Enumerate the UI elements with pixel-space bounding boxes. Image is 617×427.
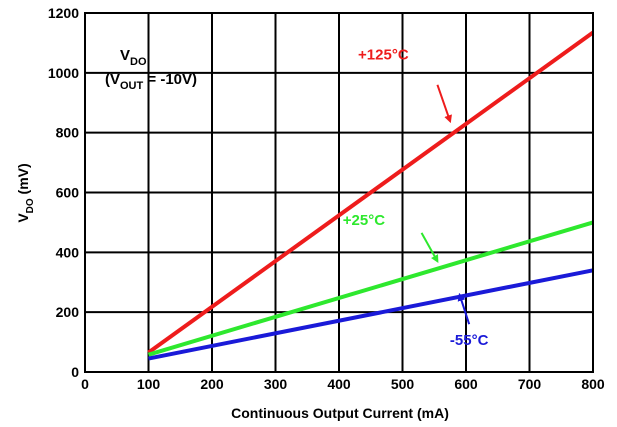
y-tick-label: 800 [56, 125, 80, 141]
x-tick-labels: 0 100 200 300 400 500 600 700 800 [81, 376, 605, 392]
x-tick-label: 600 [454, 376, 478, 392]
y-axis-title: VDO (mV) [15, 163, 36, 222]
y-tick-label: 400 [56, 244, 80, 260]
y-tick-label: 600 [56, 185, 80, 201]
annotation-line1: VDO [120, 47, 147, 68]
x-tick-label: 0 [81, 376, 89, 392]
series-pointer [457, 292, 471, 325]
x-tick-label: 300 [264, 376, 288, 392]
y-tick-label: 0 [71, 364, 79, 380]
x-tick-label: 800 [581, 376, 605, 392]
series-label: -55°C [450, 332, 489, 349]
x-tick-label: 400 [327, 376, 351, 392]
x-tick-label: 100 [137, 376, 161, 392]
series-pointer [436, 84, 452, 124]
plot-frame [84, 12, 594, 373]
y-tick-label: 200 [56, 304, 80, 320]
series-label: +125°C [358, 46, 409, 63]
grid [85, 13, 593, 372]
annotation-line2: (VOUT = -10V) [105, 71, 197, 92]
series-labels: +125°C +25°C -55°C [343, 46, 489, 349]
series-label: +25°C [343, 212, 385, 229]
y-tick-labels: 0 200 400 600 800 1000 1200 [48, 5, 79, 380]
label-pointers [420, 84, 471, 325]
x-axis-title: Continuous Output Current (mA) [231, 405, 449, 421]
y-tick-label: 1200 [48, 5, 79, 21]
series-lines [147, 30, 595, 361]
x-tick-label: 200 [200, 376, 224, 392]
series-pointer [420, 232, 439, 264]
x-tick-label: 500 [391, 376, 415, 392]
series-line [147, 220, 594, 357]
y-tick-label: 1000 [48, 65, 79, 81]
series-line [148, 268, 594, 361]
x-tick-label: 700 [518, 376, 542, 392]
series-line [147, 30, 595, 355]
